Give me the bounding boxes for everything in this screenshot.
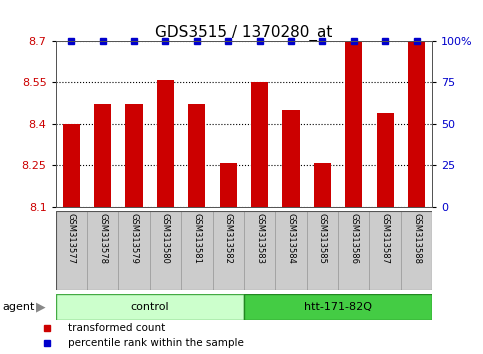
Text: transformed count: transformed count xyxy=(69,322,166,332)
Bar xyxy=(345,41,362,207)
Text: GSM313578: GSM313578 xyxy=(98,213,107,264)
Bar xyxy=(338,211,369,290)
Text: GSM313579: GSM313579 xyxy=(129,213,139,264)
Text: GSM313587: GSM313587 xyxy=(381,213,390,264)
Bar xyxy=(181,211,213,290)
Text: GSM313583: GSM313583 xyxy=(255,213,264,264)
Bar xyxy=(244,295,432,320)
Text: GSM313584: GSM313584 xyxy=(286,213,296,264)
Bar xyxy=(401,211,432,290)
Text: GSM313580: GSM313580 xyxy=(161,213,170,264)
Text: ▶: ▶ xyxy=(36,301,46,314)
Bar xyxy=(377,113,394,207)
Bar xyxy=(275,211,307,290)
Bar xyxy=(369,211,401,290)
Text: htt-171-82Q: htt-171-82Q xyxy=(304,302,372,312)
Title: GDS3515 / 1370280_at: GDS3515 / 1370280_at xyxy=(155,24,333,41)
Bar xyxy=(63,124,80,207)
Text: GSM313588: GSM313588 xyxy=(412,213,421,264)
Bar xyxy=(126,104,142,207)
Bar xyxy=(157,80,174,207)
Bar xyxy=(314,163,331,207)
Text: control: control xyxy=(130,302,169,312)
Bar xyxy=(213,211,244,290)
Bar xyxy=(150,211,181,290)
Bar xyxy=(56,295,244,320)
Bar xyxy=(56,211,87,290)
Bar xyxy=(220,163,237,207)
Bar xyxy=(118,211,150,290)
Bar xyxy=(188,104,205,207)
Text: GSM313582: GSM313582 xyxy=(224,213,233,264)
Bar xyxy=(307,211,338,290)
Text: GSM313585: GSM313585 xyxy=(318,213,327,264)
Text: GSM313577: GSM313577 xyxy=(67,213,76,264)
Bar xyxy=(244,211,275,290)
Bar xyxy=(283,110,299,207)
Text: agent: agent xyxy=(2,302,35,312)
Text: GSM313586: GSM313586 xyxy=(349,213,358,264)
Bar xyxy=(251,82,268,207)
Text: percentile rank within the sample: percentile rank within the sample xyxy=(69,338,244,348)
Bar xyxy=(94,104,111,207)
Bar xyxy=(408,41,425,207)
Bar xyxy=(87,211,118,290)
Text: GSM313581: GSM313581 xyxy=(192,213,201,264)
